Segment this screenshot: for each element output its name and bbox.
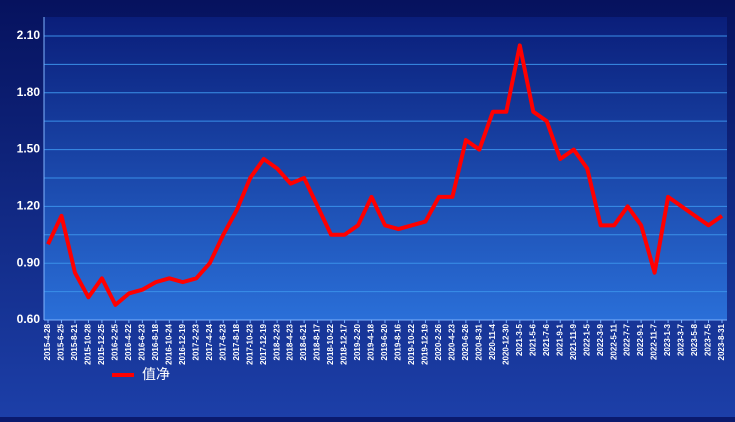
plot-area bbox=[44, 17, 727, 320]
y-tick-label: 0.90 bbox=[17, 255, 41, 269]
x-tick-label: 2021-5-6 bbox=[528, 323, 537, 356]
x-tick-label: 2017-8-18 bbox=[232, 323, 241, 360]
x-tick-label: 2018-12-17 bbox=[340, 323, 349, 364]
x-tick-label: 2019-10-22 bbox=[407, 323, 416, 364]
x-tick-label: 2018-10-22 bbox=[326, 323, 335, 364]
y-tick-label: 1.80 bbox=[17, 85, 41, 99]
y-tick-label: 2.10 bbox=[17, 28, 41, 42]
x-tick-label: 2022-3-9 bbox=[596, 323, 605, 356]
y-tick-label: 1.20 bbox=[17, 199, 41, 213]
x-tick-label: 2022-11-7 bbox=[650, 323, 659, 360]
x-tick-label: 2017-4-24 bbox=[205, 323, 214, 360]
x-tick-label: 2020-2-26 bbox=[434, 323, 443, 360]
x-tick-label: 2022-9-1 bbox=[636, 323, 645, 356]
x-tick-label: 2019-8-16 bbox=[394, 323, 403, 360]
x-tick-label: 2020-8-31 bbox=[474, 323, 483, 360]
x-tick-label: 2017-10-23 bbox=[245, 323, 254, 364]
x-tick-label: 2022-7-7 bbox=[623, 323, 632, 356]
x-tick-label: 2016-10-24 bbox=[164, 323, 173, 364]
x-tick-label: 2015-10-28 bbox=[84, 323, 93, 364]
x-tick-label: 2021-7-6 bbox=[542, 323, 551, 356]
x-tick-label: 2023-8-31 bbox=[717, 323, 726, 360]
x-tick-label: 2023-3-7 bbox=[677, 323, 686, 356]
legend-label: 值净 bbox=[142, 367, 170, 383]
x-tick-label: 2021-11-9 bbox=[569, 323, 578, 360]
x-tick-label: 2022-5-11 bbox=[609, 323, 618, 360]
x-tick-label: 2023-1-3 bbox=[663, 323, 672, 356]
x-tick-label: 2021-9-1 bbox=[555, 323, 564, 356]
x-tick-label: 2020-6-26 bbox=[461, 323, 470, 360]
x-tick-label: 2018-2-23 bbox=[272, 323, 281, 360]
data-line bbox=[46, 43, 724, 307]
x-tick-label: 2018-6-21 bbox=[299, 323, 308, 360]
y-tick-label: 1.50 bbox=[17, 142, 41, 156]
x-tick-label: 2023-5-8 bbox=[690, 323, 699, 356]
x-tick-label: 2016-8-18 bbox=[151, 323, 160, 360]
x-tick-label: 2020-4-23 bbox=[448, 323, 457, 360]
x-tick-label: 2016-4-22 bbox=[124, 323, 133, 360]
x-tick-label: 2016-6-23 bbox=[137, 323, 146, 360]
x-tick-label: 2015-6-25 bbox=[57, 323, 66, 360]
x-tick-label: 2019-2-20 bbox=[353, 323, 362, 360]
x-tick-label: 2022-1-5 bbox=[582, 323, 591, 356]
x-tick-label: 2019-4-18 bbox=[367, 323, 376, 360]
x-tick-label: 2015-8-21 bbox=[70, 323, 79, 360]
x-tick-label: 2016-12-19 bbox=[178, 323, 187, 364]
x-tick-label: 2018-4-23 bbox=[286, 323, 295, 360]
x-tick-label: 2023-7-5 bbox=[704, 323, 713, 356]
x-tick-label: 2018-8-17 bbox=[313, 323, 322, 360]
x-tick-label: 2019-12-19 bbox=[421, 323, 430, 364]
x-tick-label: 2019-6-20 bbox=[380, 323, 389, 360]
x-tick-label: 2020-11-4 bbox=[488, 323, 497, 360]
x-tick-label: 2017-2-23 bbox=[191, 323, 200, 360]
x-tick-label: 2021-3-5 bbox=[515, 323, 524, 356]
x-tick-label: 2015-12-25 bbox=[97, 323, 106, 364]
x-tick-label: 2017-6-23 bbox=[218, 323, 227, 360]
x-tick-label: 2017-12-19 bbox=[259, 323, 268, 364]
x-tick-label: 2015-4-28 bbox=[43, 323, 52, 360]
x-tick-label: 2020-12-30 bbox=[501, 323, 510, 364]
x-tick-label: 2016-2-25 bbox=[111, 323, 120, 360]
y-tick-label: 0.60 bbox=[17, 312, 41, 326]
